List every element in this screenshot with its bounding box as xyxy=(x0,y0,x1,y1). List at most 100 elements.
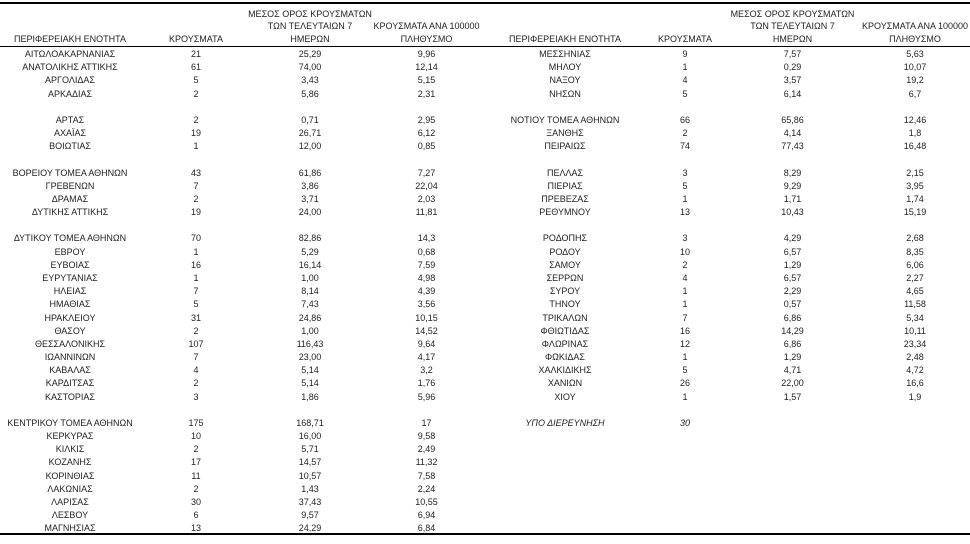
cell-avg7days: 5,71 xyxy=(301,444,319,455)
cell-avg7days: 7,43 xyxy=(301,299,319,310)
cell-cases: 10 xyxy=(679,246,690,257)
table-row: ΧΑΝΙΩΝ 26 22,00 16,6 xyxy=(485,377,970,390)
cell-region: ΛΕΣΒΟΥ xyxy=(51,510,89,521)
spacer-row xyxy=(485,101,970,114)
table-row: ΒΟΡΕΙΟΥ ΤΟΜΕΑ ΑΘΗΝΩΝ 43 61,86 7,27 xyxy=(0,167,485,180)
cell-cases: 175 xyxy=(188,417,204,428)
table-row: ΝΟΤΙΟΥ ΤΟΜΕΑ ΑΘΗΝΩΝ 66 65,86 12,46 xyxy=(485,114,970,127)
cell-per100k: 11,58 xyxy=(904,299,926,310)
table-row: ΚΑΣΤΟΡΙΑΣ 3 1,86 5,96 xyxy=(0,390,485,403)
cell-region: ΙΩΑΝΝΙΝΩΝ xyxy=(44,352,96,363)
table-row: ΞΑΝΘΗΣ 2 4,14 1,8 xyxy=(485,127,970,140)
table-row: ΕΥΒΟΙΑΣ 16 16,14 7,59 xyxy=(0,259,485,272)
table-row: ΚΟΡΙΝΘΙΑΣ 11 10,57 7,58 xyxy=(0,470,485,483)
cell-per100k: 17 xyxy=(421,417,432,428)
cell-avg7days: 25,29 xyxy=(298,49,322,60)
cell-region: ΞΑΝΘΗΣ xyxy=(546,128,584,139)
cell-per100k: 7,58 xyxy=(417,470,436,481)
cell-per100k: 1,8 xyxy=(908,128,922,139)
cell-per100k: 10,55 xyxy=(415,496,438,507)
cell-avg7days: 6,14 xyxy=(783,88,802,99)
table-row: ΓΡΕΒΕΝΩΝ 7 3,86 22,04 xyxy=(0,180,485,193)
cell-per100k: 2,15 xyxy=(906,167,924,178)
cell-cases: 21 xyxy=(190,49,201,60)
cell-cases: 3 xyxy=(682,233,688,244)
cell-avg7days: 6,57 xyxy=(783,273,802,283)
cell-avg7days: 16,00 xyxy=(298,431,322,442)
cell-avg7days: 4,14 xyxy=(783,128,802,139)
cell-region: ΝΗΣΩΝ xyxy=(549,88,581,99)
table-row: ΑΙΤΩΛΟΑΚΑΡΝΑΝΙΑΣ 21 25,29 9,96 xyxy=(0,48,485,61)
column-header-avg7days: ΜΕΣΟΣ ΟΡΟΣ ΚΡΟΥΣΜΑΤΩΝ ΤΩΝ ΤΕΛΕΥΤΑΙΩΝ 7 Η… xyxy=(248,8,372,44)
cell-cases: 5 xyxy=(682,365,688,376)
cell-avg7days: 16,14 xyxy=(298,259,322,270)
cell-cases: 70 xyxy=(190,233,201,244)
cell-cases: 2 xyxy=(193,114,199,125)
cell-cases: 5 xyxy=(682,180,688,191)
column-header-cases: ΚΡΟΥΣΜΑΤΑ xyxy=(169,33,223,44)
cell-per100k: 6,7 xyxy=(908,88,922,99)
cell-per100k: 4,17 xyxy=(417,352,436,363)
table-row: ΑΡΚΑΔΙΑΣ 2 5,86 2,31 xyxy=(0,88,485,101)
table-row: ΚΟΖΑΝΗΣ 17 14,57 11,32 xyxy=(0,456,485,469)
table-row: ΠΕΙΡΑΙΩΣ 74 77,43 16,48 xyxy=(485,140,970,153)
cell-per100k: 22,04 xyxy=(415,180,438,191)
cell-per100k: 15,19 xyxy=(903,207,927,218)
cell-avg7days: 9,29 xyxy=(783,180,802,191)
cell-per100k: 0,68 xyxy=(417,246,436,257)
cell-region: ΚΑΡΔΙΤΣΑΣ xyxy=(45,378,95,389)
cell-avg7days: 10,43 xyxy=(781,207,804,218)
cell-cases: 1 xyxy=(193,273,199,283)
cell-avg7days: 24,29 xyxy=(298,523,322,534)
cell-region: ΠΡΕΒΕΖΑΣ xyxy=(541,193,589,204)
cell-cases: 1 xyxy=(682,391,688,402)
cell-region: ΝΑΞΟΥ xyxy=(549,75,581,86)
cell-cases: 2 xyxy=(193,483,199,494)
table-row: ΧΙΟΥ 1 1,57 1,9 xyxy=(485,390,970,403)
cell-region: ΑΡΓΟΛΙΔΑΣ xyxy=(45,75,95,86)
table-row: ΡΟΔΟΥ 10 6,57 8,35 xyxy=(485,246,970,259)
table-row: ΠΕΛΛΑΣ 3 8,29 2,15 xyxy=(485,167,970,180)
cell-region: ΣΕΡΡΩΝ xyxy=(546,273,584,283)
cell-per100k: 2,27 xyxy=(906,273,924,283)
cell-cases: 61 xyxy=(190,62,201,73)
cell-avg7days: 24,86 xyxy=(298,312,322,323)
cell-avg7days: 23,00 xyxy=(298,352,322,363)
cell-cases: 30 xyxy=(190,496,201,507)
cell-per100k: 8,35 xyxy=(906,246,924,257)
cell-per100k: 1,74 xyxy=(906,193,924,204)
cell-cases: 19 xyxy=(190,128,201,139)
cell-avg7days: 0,57 xyxy=(783,299,802,310)
cell-region: ΛΑΚΩΝΙΑΣ xyxy=(47,483,93,494)
cell-avg7days: 26,71 xyxy=(298,128,322,139)
cell-region: ΑΙΤΩΛΟΑΚΑΡΝΑΝΙΑΣ xyxy=(24,49,116,60)
cell-avg7days: 65,86 xyxy=(781,114,804,125)
cell-cases: 2 xyxy=(193,325,199,336)
table-row: ΗΜΑΘΙΑΣ 5 7,43 3,56 xyxy=(0,298,485,311)
table-row: ΡΟΔΟΠΗΣ 3 4,29 2,68 xyxy=(485,232,970,245)
cell-per100k: 2,48 xyxy=(906,352,924,363)
cell-region: ΚΟΡΙΝΘΙΑΣ xyxy=(45,470,95,481)
cell-per100k: 2,95 xyxy=(417,114,436,125)
table-row: ΑΡΤΑΣ 2 0,71 2,95 xyxy=(0,114,485,127)
table-row: ΣΑΜΟΥ 2 1,29 6,06 xyxy=(485,259,970,272)
cell-cases: 1 xyxy=(193,141,199,152)
cell-cases: 1 xyxy=(193,246,199,257)
cell-cases: 4 xyxy=(193,365,199,376)
cell-cases: 11 xyxy=(191,470,201,481)
table-row: ΦΛΩΡΙΝΑΣ 12 6,86 23,34 xyxy=(485,338,970,351)
cell-cases: 7 xyxy=(193,286,199,297)
cell-per100k: 12,14 xyxy=(415,62,438,73)
cell-cases: 5 xyxy=(682,88,688,99)
cell-per100k: 2,68 xyxy=(906,233,924,244)
cell-region: ΗΛΕΙΑΣ xyxy=(53,286,87,297)
cell-per100k: 6,12 xyxy=(417,128,436,139)
cell-cases: 19 xyxy=(190,207,201,218)
cell-per100k: 11,81 xyxy=(415,207,438,218)
cell-region: ΛΑΡΙΣΑΣ xyxy=(51,496,89,507)
cell-cases: 1 xyxy=(682,62,688,73)
cell-region: ΧΑΝΙΩΝ xyxy=(547,378,583,389)
cell-avg7days: 0,29 xyxy=(783,62,802,73)
spacer-row xyxy=(0,404,485,417)
cell-region: ΦΛΩΡΙΝΑΣ xyxy=(541,338,589,349)
